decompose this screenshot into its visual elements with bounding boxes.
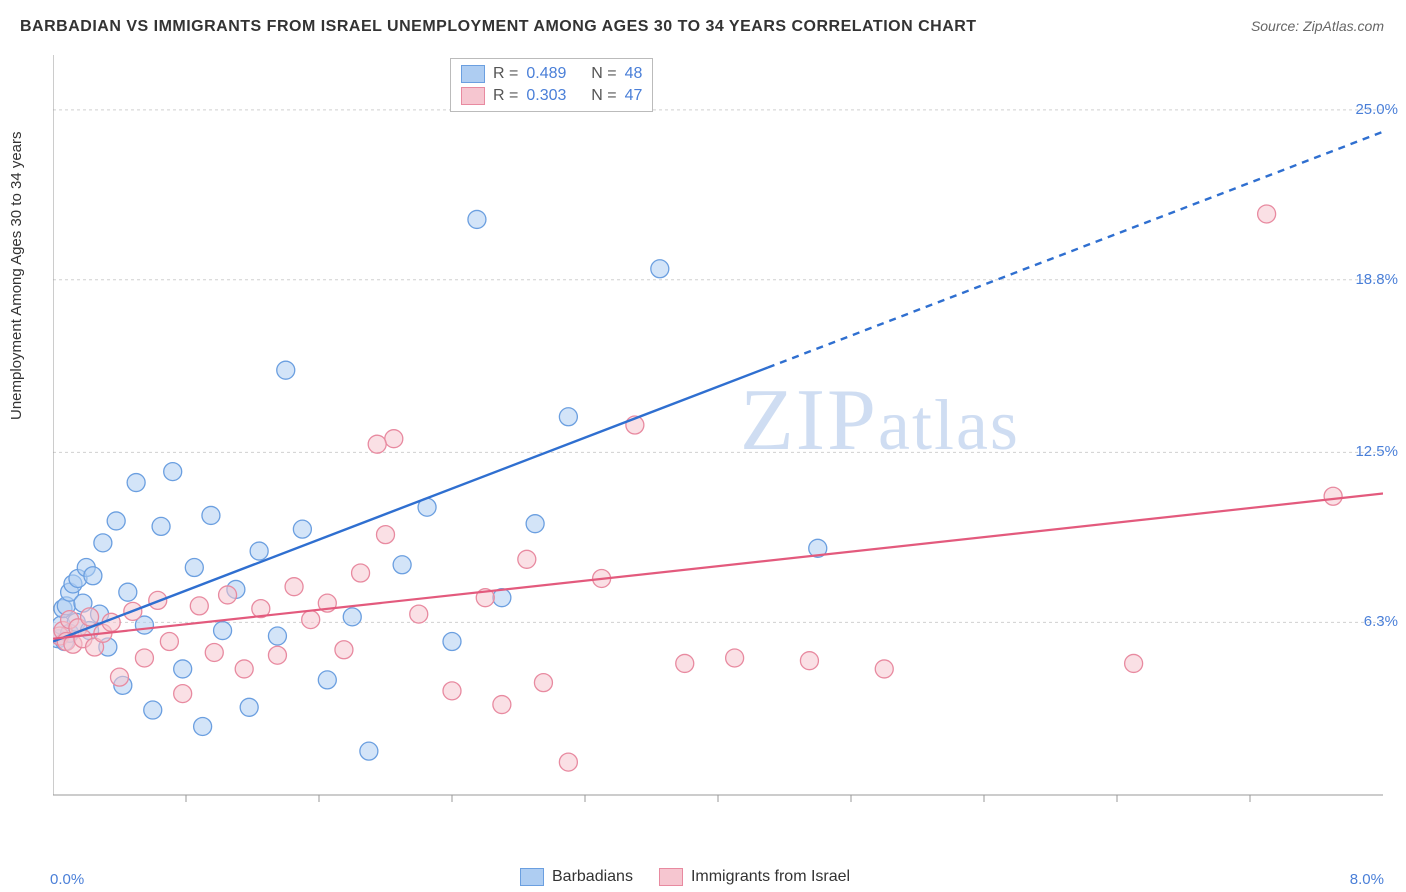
legend-n-value: 47 xyxy=(625,87,643,105)
legend-swatch xyxy=(520,868,544,886)
legend-r-value: 0.489 xyxy=(526,65,566,83)
legend-row: R = 0.303 N = 47 xyxy=(461,85,642,107)
y-tick-label: 12.5% xyxy=(1355,443,1398,460)
legend-n-value: 48 xyxy=(625,65,643,83)
legend-r-label: R = xyxy=(493,65,518,83)
chart-svg xyxy=(53,55,1383,815)
x-axis-max-label: 8.0% xyxy=(1350,871,1384,888)
correlation-legend: R = 0.489 N = 48 R = 0.303 N = 47 xyxy=(450,58,653,112)
y-tick-label: 18.8% xyxy=(1355,271,1398,288)
legend-r-value: 0.303 xyxy=(526,87,566,105)
legend-item: Immigrants from Israel xyxy=(659,868,850,886)
series-legend: Barbadians Immigrants from Israel xyxy=(520,868,850,886)
y-axis-label: Unemployment Among Ages 30 to 34 years xyxy=(8,131,25,420)
legend-swatch xyxy=(461,87,485,105)
chart-title: BARBADIAN VS IMMIGRANTS FROM ISRAEL UNEM… xyxy=(20,18,977,36)
legend-label: Immigrants from Israel xyxy=(691,868,850,886)
source-attribution: Source: ZipAtlas.com xyxy=(1251,18,1384,34)
x-axis-min-label: 0.0% xyxy=(50,871,84,888)
scatter-plot xyxy=(53,55,1383,815)
legend-r-label: R = xyxy=(493,87,518,105)
legend-swatch xyxy=(461,65,485,83)
legend-label: Barbadians xyxy=(552,868,633,886)
legend-item: Barbadians xyxy=(520,868,633,886)
y-tick-label: 6.3% xyxy=(1364,613,1398,630)
y-tick-label: 25.0% xyxy=(1355,101,1398,118)
legend-row: R = 0.489 N = 48 xyxy=(461,63,642,85)
legend-swatch xyxy=(659,868,683,886)
legend-n-label: N = xyxy=(591,87,616,105)
legend-n-label: N = xyxy=(591,65,616,83)
